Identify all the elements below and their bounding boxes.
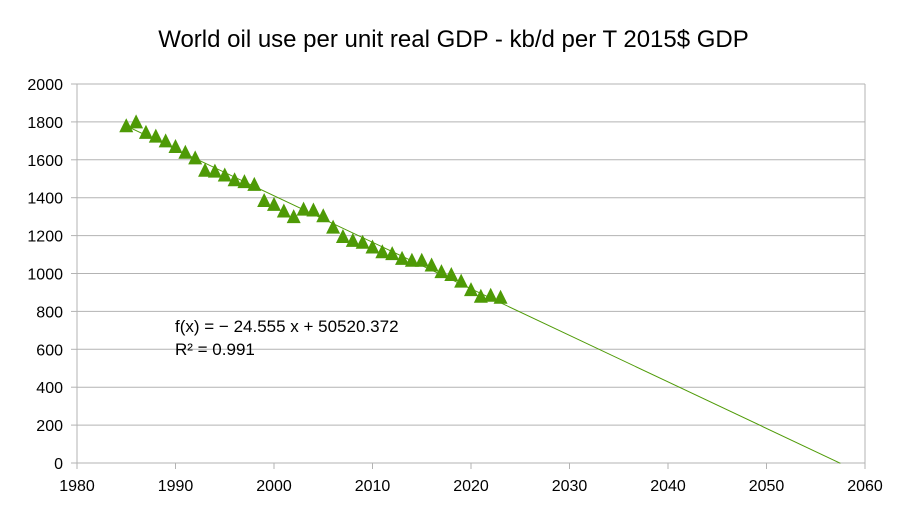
x-tick-label: 2010 [355, 478, 391, 495]
data-point-triangle [395, 250, 410, 265]
x-tick-label: 2020 [453, 478, 489, 495]
data-point-triangle [267, 196, 281, 211]
data-point-triangle [148, 128, 163, 143]
data-point-triangle [158, 133, 173, 148]
data-point-triangle [286, 209, 301, 224]
axes [71, 83, 866, 469]
data-point-triangle [276, 203, 291, 218]
data-point-triangle [444, 266, 459, 281]
y-tick-label: 1000 [27, 267, 63, 284]
x-tick-label: 2060 [847, 478, 883, 495]
data-point-triangle [335, 229, 350, 244]
data-point-triangle [365, 239, 380, 254]
data-point-triangle [198, 162, 213, 177]
r-squared-label: R² = 0.991 [175, 340, 255, 359]
data-point-triangle [257, 193, 272, 208]
data-point-triangle [345, 232, 360, 247]
data-point-triangle [296, 201, 311, 216]
data-point-triangle [464, 282, 478, 297]
x-tick-label: 1980 [59, 478, 95, 495]
data-point-triangle [355, 234, 370, 249]
y-tick-labels: 0 200 400 600 800 1000 1200 1400 1600 1800 2000 [27, 77, 63, 473]
gridlines [77, 83, 865, 426]
y-tick-label: 600 [36, 342, 63, 359]
data-point-triangle [207, 163, 222, 178]
x-tick-labels: 1980 1990 2000 2010 2020 2030 2040 2050 2060 [59, 478, 883, 495]
y-tick-label: 400 [36, 380, 63, 397]
chart-title: World oil use per unit real GDP - kb/d p… [158, 26, 749, 53]
y-tick-label: 200 [36, 418, 63, 435]
y-tick-label: 2000 [27, 77, 63, 94]
y-tick-label: 1600 [27, 153, 63, 170]
data-point-triangle [178, 144, 193, 159]
data-point-triangle [493, 289, 508, 304]
data-point-triangle [434, 264, 449, 279]
data-point-triangle [247, 176, 262, 191]
x-tick-label: 2000 [256, 478, 292, 495]
data-point-triangle [414, 252, 429, 267]
x-tick-label: 2050 [749, 478, 785, 495]
data-points [119, 114, 508, 304]
data-point-triangle [188, 150, 203, 165]
y-tick-label: 1200 [27, 229, 63, 246]
x-tick-label: 2040 [650, 478, 686, 495]
data-point-triangle [138, 124, 153, 139]
data-point-triangle [119, 118, 134, 133]
data-point-triangle [483, 287, 498, 302]
data-point-triangle [473, 288, 488, 303]
y-tick-label: 0 [54, 456, 63, 473]
data-point-triangle [217, 167, 232, 182]
data-point-triangle [129, 114, 144, 129]
data-point-triangle [316, 208, 331, 223]
data-point-triangle [326, 219, 341, 234]
data-point-triangle [237, 174, 252, 189]
x-tick-label: 2030 [552, 478, 588, 495]
data-point-triangle [168, 139, 183, 154]
data-point-triangle [424, 257, 439, 272]
data-point-triangle [454, 273, 469, 288]
data-point-triangle [375, 244, 390, 259]
data-point-triangle [385, 246, 400, 261]
data-point-triangle [306, 202, 321, 217]
data-point-triangle [227, 172, 242, 187]
x-tick-label: 1990 [158, 478, 194, 495]
data-point-triangle [404, 252, 419, 267]
y-tick-label: 1800 [27, 115, 63, 132]
y-tick-label: 800 [36, 304, 63, 321]
trendline-equation: f(x) = − 24.555 x + 50520.372 [175, 317, 399, 336]
y-tick-label: 1400 [27, 191, 63, 208]
